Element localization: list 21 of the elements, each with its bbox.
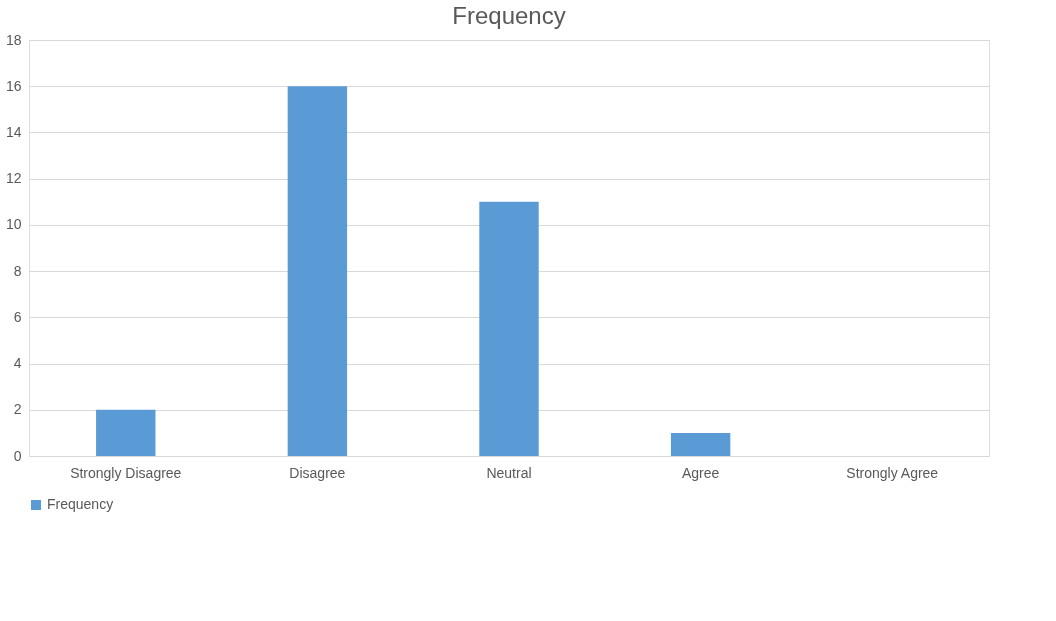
x-tick-label: Disagree — [289, 464, 346, 481]
bar — [670, 432, 731, 456]
y-tick-label: 6 — [13, 308, 22, 325]
y-tick-label: 12 — [5, 170, 22, 187]
legend-label: Frequency — [47, 496, 114, 512]
bar — [479, 201, 539, 456]
bar — [287, 86, 348, 456]
x-tick-label: Strongly Disagree — [70, 464, 182, 481]
y-tick-label: 16 — [5, 77, 22, 94]
x-tick-label: Strongly Agree — [846, 464, 939, 481]
x-tick-label: Neutral — [486, 464, 532, 481]
x-tick-label: Agree — [681, 464, 720, 481]
y-tick-label: 0 — [13, 447, 22, 464]
y-tick-label: 18 — [5, 31, 22, 48]
bar — [96, 409, 156, 456]
y-tick-label: 2 — [13, 401, 22, 418]
chart-title: Frequency — [452, 2, 566, 29]
y-tick-label: 10 — [5, 216, 22, 233]
y-tick-label: 14 — [5, 123, 22, 140]
y-tick-label: 4 — [13, 355, 22, 372]
y-tick-label: 8 — [13, 262, 22, 279]
